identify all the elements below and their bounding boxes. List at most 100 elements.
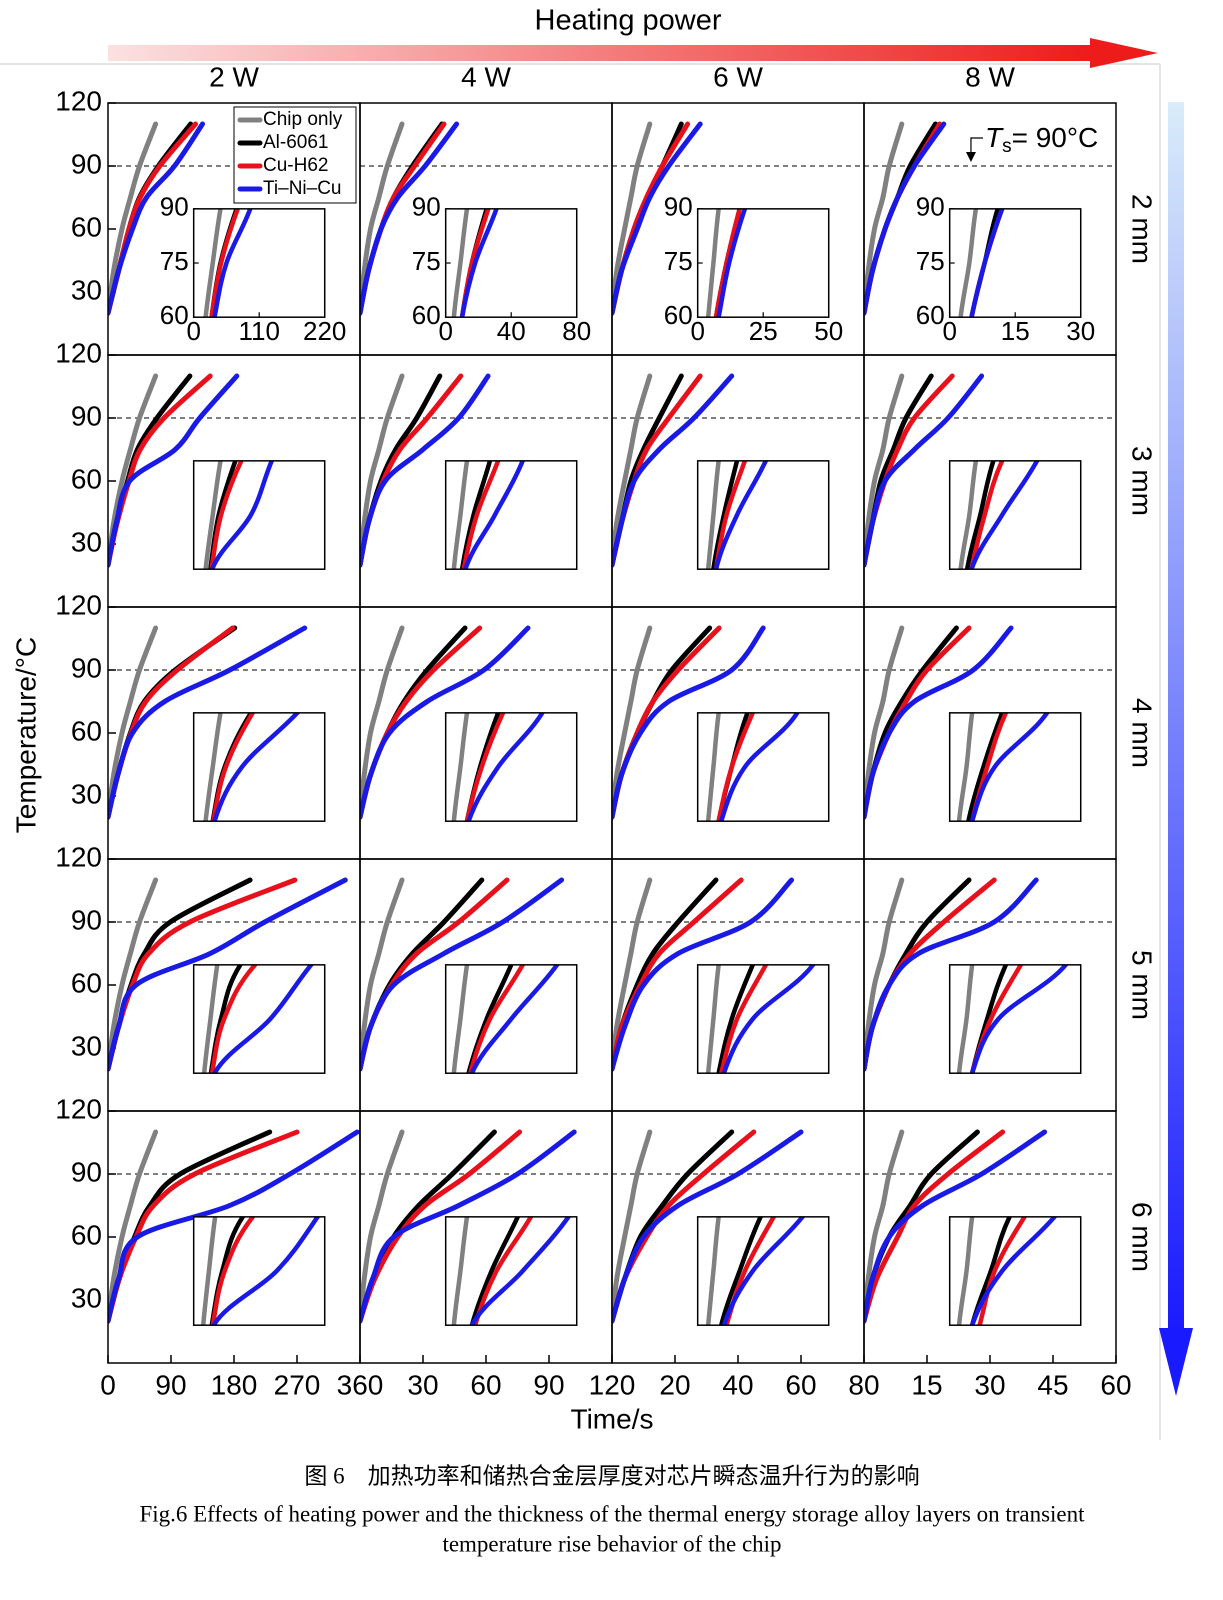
series-group — [864, 1129, 1048, 1324]
inset-series-line — [969, 460, 1005, 570]
series-line — [360, 625, 531, 820]
inset-series-line — [716, 964, 756, 1074]
y-tick-label: 60 — [71, 211, 102, 242]
inset-series-line — [716, 712, 756, 822]
inset-series-line — [210, 1216, 256, 1326]
row-label: 5 mm — [1127, 950, 1158, 1020]
series-line — [108, 1129, 360, 1324]
inset-series-group — [705, 460, 769, 570]
series-line — [360, 625, 405, 820]
inset-x-tick-label: 220 — [303, 316, 346, 346]
inset-frame — [192, 712, 326, 822]
panel — [863, 606, 1117, 860]
legend-label: Al-6061 — [263, 132, 329, 153]
annotation-arrow-head — [965, 152, 976, 162]
inset-frame — [192, 460, 326, 570]
column-label: 4 W — [461, 61, 511, 92]
inset-series-line — [716, 208, 748, 318]
series-line — [864, 373, 985, 568]
inset-background — [697, 712, 829, 822]
annotation: Ts= 90°C — [985, 122, 1098, 157]
row-label: 2 mm — [1127, 194, 1158, 264]
inset-x-tick-label: 30 — [1066, 316, 1095, 346]
series-line — [864, 1129, 1048, 1324]
panel — [611, 858, 865, 1112]
series-line — [864, 877, 1039, 1072]
inset-series-line — [705, 460, 721, 570]
inset-series-line — [211, 1216, 321, 1326]
panel: 30 60 90 120 — [55, 337, 361, 608]
inset-series-line — [956, 712, 975, 822]
series-line — [612, 373, 735, 568]
y-tick-label: 60 — [71, 967, 102, 998]
inset-frame — [948, 712, 1082, 822]
panel — [611, 606, 865, 860]
inset-series-group — [956, 1216, 1058, 1326]
row-label: 4 mm — [1127, 698, 1158, 768]
inset-y-tick-label: 90 — [412, 192, 441, 222]
inset-frame — [444, 964, 578, 1074]
series-line — [108, 121, 205, 316]
inset-frame — [948, 460, 1082, 570]
inset-series-line — [451, 712, 470, 822]
series-line — [360, 1129, 405, 1324]
y-tick-label: 30 — [71, 526, 102, 557]
inset-series-line — [451, 460, 470, 570]
inset-y-tick-label: 75 — [664, 246, 693, 276]
series-group — [612, 625, 766, 820]
legend-label: Ti–Ni–Cu — [263, 178, 342, 199]
annotation-subscript: s — [1002, 136, 1012, 157]
inset-y-tick-label: 60 — [160, 300, 189, 330]
caption-en: temperature rise behavior of the chip — [442, 1531, 781, 1556]
series-line — [360, 373, 405, 568]
inset-y-tick-label: 90 — [160, 192, 189, 222]
inset-series-group — [705, 1216, 806, 1326]
inset-series-group — [451, 460, 526, 570]
series-line — [612, 877, 795, 1072]
series-group — [360, 121, 460, 316]
inset-frame — [696, 712, 830, 822]
column-label: 8 W — [965, 61, 1015, 92]
inset-series-group — [451, 964, 560, 1074]
inset-series-line — [462, 460, 526, 570]
y-tick-label: 90 — [71, 904, 102, 935]
inset-series-line — [718, 712, 800, 822]
inset-series-line — [212, 964, 314, 1074]
thickness-arrow — [1168, 102, 1184, 1332]
inset-series-group — [705, 208, 748, 318]
inset-series-line — [212, 712, 301, 822]
series-line — [360, 373, 491, 568]
thickness-arrow-head — [1159, 1328, 1193, 1396]
inset-y-tick-label: 60 — [664, 300, 693, 330]
inset-series-line — [451, 1216, 470, 1326]
y-tick-label: 90 — [71, 1156, 102, 1187]
series-group — [612, 877, 795, 1072]
y-tick-label: 30 — [71, 778, 102, 809]
inset-series-group — [203, 460, 275, 570]
power-arrow-head — [1090, 38, 1158, 68]
panel: 20 40 60 80 — [611, 1110, 880, 1400]
inset-series-line — [705, 208, 721, 318]
x-tick-label: 30 — [974, 1369, 1005, 1400]
y-tick-label: 120 — [55, 337, 102, 368]
series-line — [108, 625, 159, 820]
inset-series-line — [203, 460, 223, 570]
series-line — [612, 877, 653, 1072]
series-group — [864, 121, 947, 316]
inset-series-line — [956, 1216, 975, 1326]
y-tick-label: 30 — [71, 1282, 102, 1313]
y-tick-label: 90 — [71, 148, 102, 179]
inset-series-line — [200, 1216, 218, 1326]
panel — [863, 858, 1117, 1112]
panel: 30 60 90 120 0 90 180 270 360 — [55, 1093, 383, 1400]
x-tick-label: 270 — [274, 1369, 321, 1400]
inset-series-line — [713, 460, 748, 570]
inset-x-tick-label: 15 — [1001, 316, 1030, 346]
x-tick-label: 60 — [785, 1369, 816, 1400]
inset-series-line — [469, 1216, 572, 1326]
y-tick-label: 30 — [71, 1030, 102, 1061]
y-tick-label: 90 — [71, 652, 102, 683]
series-group — [360, 1129, 577, 1324]
inset-y-tick-label: 90 — [664, 192, 693, 222]
inset-series-group — [451, 1216, 572, 1326]
